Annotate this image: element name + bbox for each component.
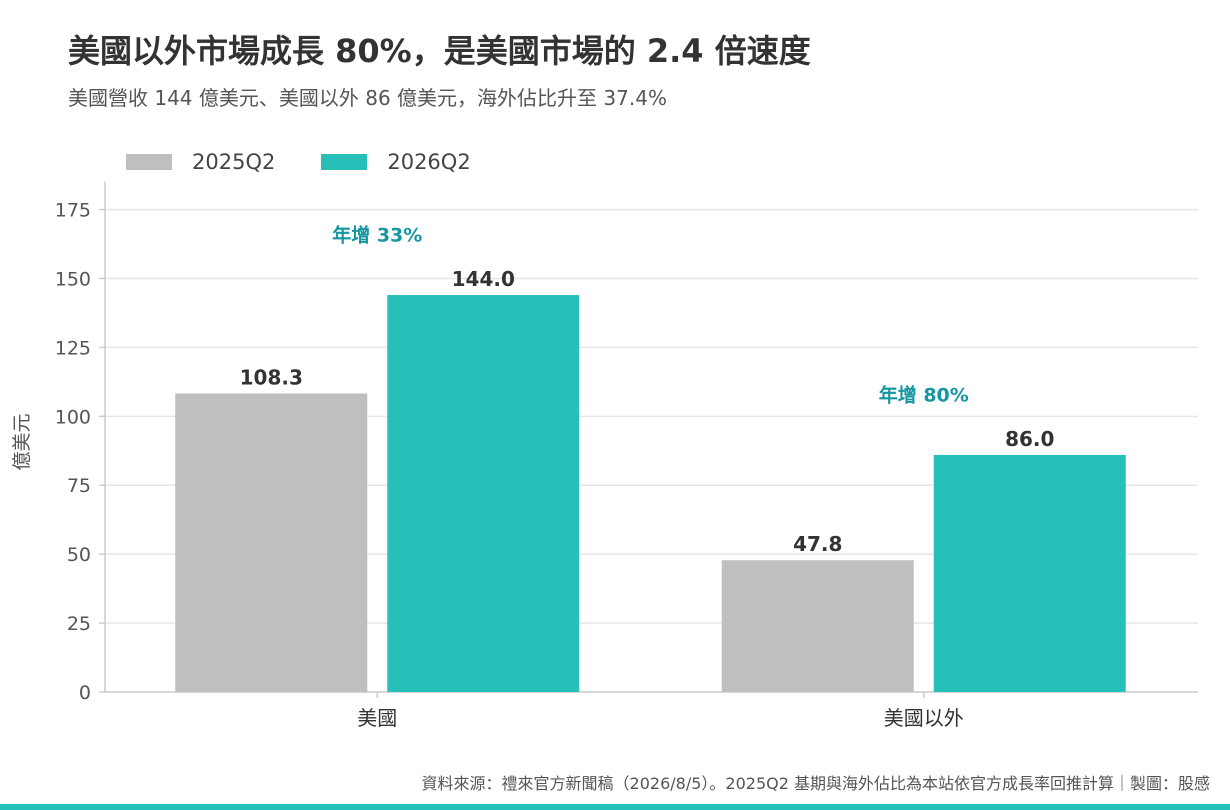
bar-value-label: 144.0 bbox=[452, 267, 515, 291]
bar-2025q2 bbox=[175, 393, 368, 692]
legend-item-2026q2: 2026Q2 bbox=[321, 150, 471, 174]
y-tick-label: 100 bbox=[55, 406, 91, 428]
y-axis-label: 億美元 bbox=[11, 413, 33, 470]
y-tick-label: 0 bbox=[79, 682, 91, 704]
chart-title: 美國以外市場成長 80%，是美國市場的 2.4 倍速度 bbox=[68, 32, 811, 70]
y-tick-label: 175 bbox=[55, 200, 91, 222]
legend-label-2026q2: 2026Q2 bbox=[387, 150, 471, 174]
bar-2026q2 bbox=[933, 454, 1126, 692]
bar-chart: 0 25 50 75 100 125 150 175 億美元 108.3 144.0 美國 年增 33%… bbox=[11, 182, 1198, 730]
bar-value-label: 86.0 bbox=[1005, 427, 1054, 451]
legend: 2025Q2 2026Q2 bbox=[126, 150, 471, 174]
bottom-accent-bar bbox=[0, 804, 1230, 810]
x-category-label: 美國 bbox=[357, 706, 397, 730]
chart-subtitle: 美國營收 144 億美元、美國以外 86 億美元，海外佔比升至 37.4% bbox=[68, 86, 667, 110]
legend-item-2025q2: 2025Q2 bbox=[126, 150, 275, 174]
legend-swatch-2025q2 bbox=[126, 154, 172, 170]
source-note: 資料來源：禮來官方新聞稿（2026/8/5）。2025Q2 基期與海外佔比為本站… bbox=[421, 774, 1210, 793]
y-tick-label: 25 bbox=[67, 613, 91, 635]
legend-swatch-2026q2 bbox=[321, 154, 368, 170]
bar-2026q2 bbox=[387, 295, 580, 692]
y-tick-label: 125 bbox=[55, 337, 91, 359]
y-tick-label: 150 bbox=[55, 268, 91, 290]
growth-annotation: 年增 80% bbox=[879, 383, 969, 406]
y-tick-label: 75 bbox=[67, 475, 91, 497]
growth-annotation: 年增 33% bbox=[332, 223, 422, 246]
bar-2025q2 bbox=[721, 560, 914, 692]
bar-value-label: 47.8 bbox=[793, 532, 842, 556]
y-tick-label: 50 bbox=[67, 544, 91, 566]
x-category-label: 美國以外 bbox=[884, 706, 964, 730]
bar-value-label: 108.3 bbox=[240, 365, 303, 389]
legend-label-2025q2: 2025Q2 bbox=[192, 150, 276, 174]
